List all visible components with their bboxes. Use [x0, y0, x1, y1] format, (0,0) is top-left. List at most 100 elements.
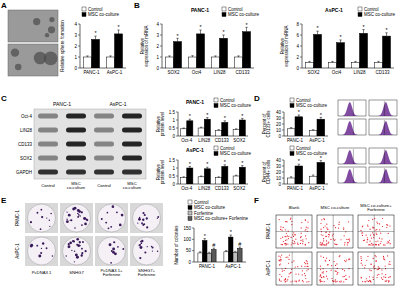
event: [370, 280, 371, 281]
event: [378, 274, 379, 275]
event: [369, 240, 370, 241]
legend-label: MSC co-culture+ Forfenine: [194, 216, 248, 221]
category-label: PANC-1: [287, 138, 304, 143]
event: [301, 266, 302, 267]
event: [290, 219, 291, 220]
event: [329, 260, 330, 261]
well: [98, 237, 126, 265]
event: [328, 242, 329, 243]
event: [344, 260, 345, 261]
event: [388, 280, 389, 281]
tick-label: 30: [276, 164, 282, 169]
quadrant-line: [317, 268, 353, 269]
event: [348, 259, 349, 260]
annotation: *: [224, 159, 227, 165]
legend-swatch: [290, 146, 294, 150]
error-cap: [200, 176, 202, 177]
event: [298, 274, 299, 275]
label-line: SNHG7: [69, 270, 84, 275]
category-label: CD133: [215, 186, 230, 191]
event: [290, 272, 291, 273]
event: [280, 260, 281, 261]
event: [304, 266, 305, 267]
event: [339, 255, 340, 256]
event: [300, 240, 301, 241]
bar: [287, 129, 295, 136]
event: [287, 280, 288, 281]
event: [291, 244, 292, 245]
tick-label: 0.5: [169, 126, 176, 131]
event: [383, 258, 384, 259]
quadrant-line: [276, 268, 312, 269]
colony: [40, 228, 42, 230]
bar-chart: 00.511.5****Oct-4LIN28CD133SOX2Relativep…: [156, 98, 252, 143]
tick-label: 20: [276, 122, 282, 127]
event: [322, 242, 323, 243]
event: [378, 244, 379, 245]
column-label: Blank: [289, 205, 300, 210]
event: [326, 258, 327, 259]
legend-label: Forfenine: [194, 211, 214, 216]
error-line: [223, 35, 224, 38]
colony: [38, 255, 41, 258]
colony: [50, 213, 52, 215]
band: [38, 142, 58, 147]
bar: [197, 34, 205, 68]
tick-label: 0: [278, 182, 281, 187]
histogram: [369, 121, 397, 135]
event: [373, 279, 374, 280]
event: [381, 238, 382, 239]
error-cap: [290, 127, 292, 128]
error-bar: [224, 165, 226, 167]
bar: [360, 33, 368, 68]
panel-label: E: [1, 196, 7, 205]
event: [325, 261, 326, 262]
colony: [141, 242, 143, 244]
event: [383, 276, 384, 277]
event: [334, 261, 335, 262]
error-bar: [308, 61, 310, 62]
category-label: SOX2: [233, 138, 246, 143]
event: [369, 276, 370, 277]
band: [122, 114, 142, 119]
event: [375, 241, 376, 242]
event: [294, 242, 295, 243]
colony: [52, 255, 54, 257]
colony: [147, 246, 148, 247]
event: [286, 244, 287, 245]
event: [387, 255, 388, 256]
dot-plot-frame: [317, 252, 353, 285]
event: [334, 243, 335, 244]
event: [387, 243, 388, 244]
bar-chart: 01234**PANC-1AsPC-1Relative sphere forma…: [60, 7, 126, 75]
colony: [77, 216, 79, 218]
colony: [68, 243, 70, 245]
error-bar: [225, 251, 227, 252]
colony: [105, 222, 107, 224]
error-bar: [199, 252, 201, 253]
band: [66, 170, 86, 175]
event: [372, 226, 373, 227]
event: [361, 232, 362, 233]
tick-label: 1.5: [169, 158, 176, 163]
event: [280, 259, 281, 260]
y-axis: [178, 160, 179, 184]
event: [335, 271, 336, 272]
error-bar: [109, 56, 111, 57]
bar-chart: 01234****SOX2Oct4LIN28CD133Relativeexpre…: [140, 7, 260, 75]
event: [305, 244, 306, 245]
tick-label: 40: [276, 158, 282, 163]
colony: [85, 250, 87, 252]
event: [388, 281, 389, 282]
event: [291, 262, 292, 263]
event: [308, 281, 309, 282]
marks: [305, 30, 390, 69]
legend-swatch: [214, 146, 218, 150]
error-bar: [377, 61, 379, 62]
event: [293, 232, 294, 233]
event: [281, 244, 282, 245]
event: [376, 229, 377, 230]
legend-label: MSC co-culture: [296, 151, 328, 156]
event: [339, 222, 340, 223]
event: [320, 269, 321, 270]
